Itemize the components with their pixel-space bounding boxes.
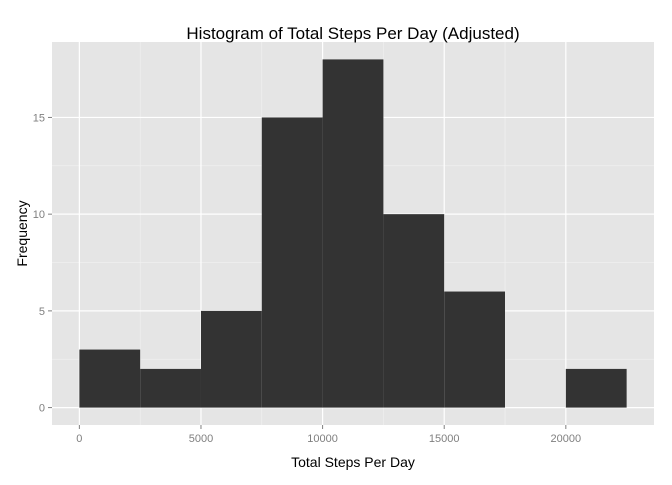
y-axis-title: Frequency: [14, 200, 30, 266]
y-tick-label: 0: [39, 403, 45, 415]
histogram-bar: [444, 291, 506, 408]
x-axis: 0 5000 10000 15000 20000: [76, 425, 581, 445]
histogram-bar: [565, 368, 627, 408]
y-tick-label: 10: [33, 209, 45, 221]
x-tick-label: 20000: [551, 433, 582, 445]
histogram-bars: [79, 59, 627, 408]
x-tick-label: 10000: [307, 433, 338, 445]
histogram-bar: [261, 117, 323, 408]
histogram-bar: [322, 59, 384, 408]
histogram-bar: [79, 349, 141, 408]
histogram-bar: [383, 214, 445, 408]
x-tick-label: 15000: [429, 433, 460, 445]
histogram-bar: [200, 310, 262, 408]
y-axis: 0 5 10 15: [33, 112, 52, 415]
histogram-bar: [140, 368, 201, 408]
y-tick-label: 5: [39, 306, 45, 318]
x-tick-label: 5000: [189, 433, 213, 445]
x-tick-label: 0: [76, 433, 82, 445]
x-axis-title: Total Steps Per Day: [291, 454, 415, 470]
chart-title: Histogram of Total Steps Per Day (Adjust…: [186, 24, 519, 43]
y-tick-label: 15: [33, 112, 45, 124]
